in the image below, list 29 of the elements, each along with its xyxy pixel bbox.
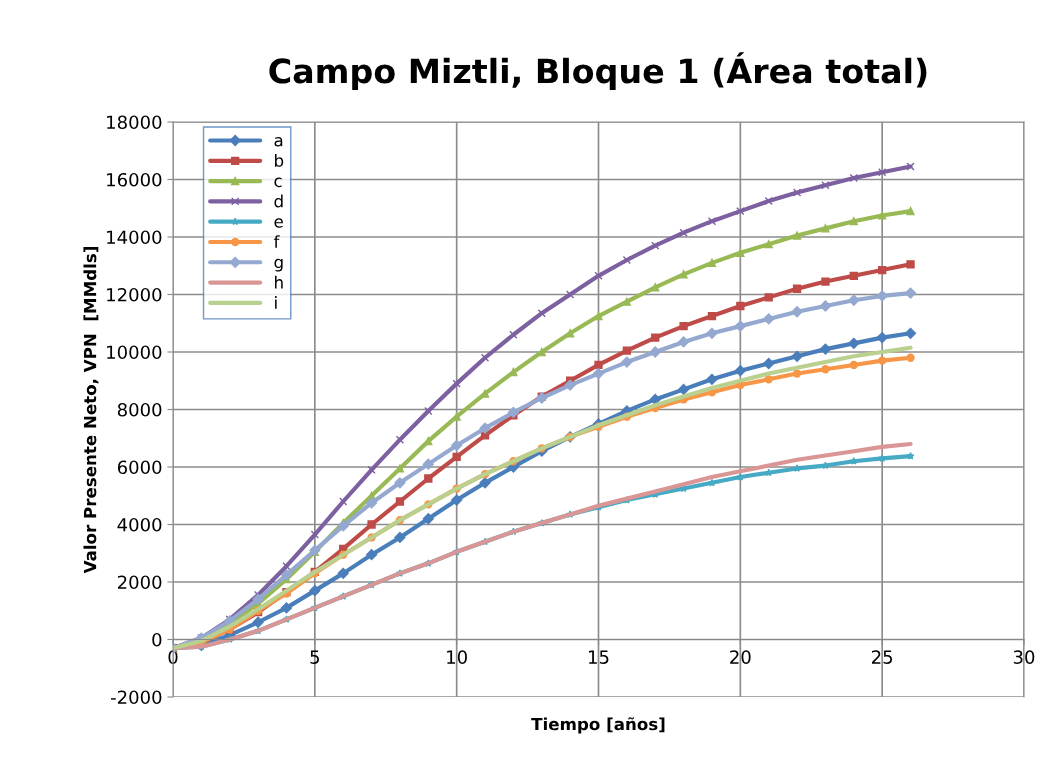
y-tick-label: 2000 [117, 575, 162, 590]
x-axis-title: Tiempo [años] [531, 717, 665, 734]
legend-label: c [274, 177, 282, 188]
y-tick-label: 18000 [107, 115, 162, 130]
legend-label: g [274, 258, 283, 272]
y-tick-label: 0 [152, 632, 162, 647]
x-tick-label: 10 [447, 650, 467, 664]
legend-label: h [275, 275, 283, 289]
y-tick-label: 12000 [107, 287, 162, 302]
legend-label: b [275, 153, 284, 167]
legend-label: e [274, 218, 283, 228]
y-tick-label: 6000 [117, 460, 162, 475]
y-axis-title: Valor Presente Neto, VPN [MMdls] [83, 247, 99, 574]
chart-title: Campo Miztli, Bloque 1 (Área total) [269, 52, 927, 91]
x-tick-label: 5 [310, 650, 319, 664]
y-tick-label: 8000 [117, 402, 162, 417]
x-tick-label: 20 [730, 650, 751, 664]
legend-label: a [274, 137, 283, 147]
y-tick-label: 16000 [107, 172, 162, 187]
y-tick-label: -2000 [111, 690, 162, 705]
x-tick-label: 15 [589, 650, 609, 664]
legend-label: d [274, 194, 283, 208]
legend-label: i [275, 296, 277, 309]
x-tick-label: 25 [872, 650, 893, 664]
x-tick-label: 30 [1013, 650, 1035, 664]
y-tick-label: 4000 [117, 517, 162, 532]
legend-label: f [273, 235, 280, 248]
y-tick-label: 14000 [107, 230, 162, 245]
y-tick-label: 10000 [107, 345, 162, 360]
